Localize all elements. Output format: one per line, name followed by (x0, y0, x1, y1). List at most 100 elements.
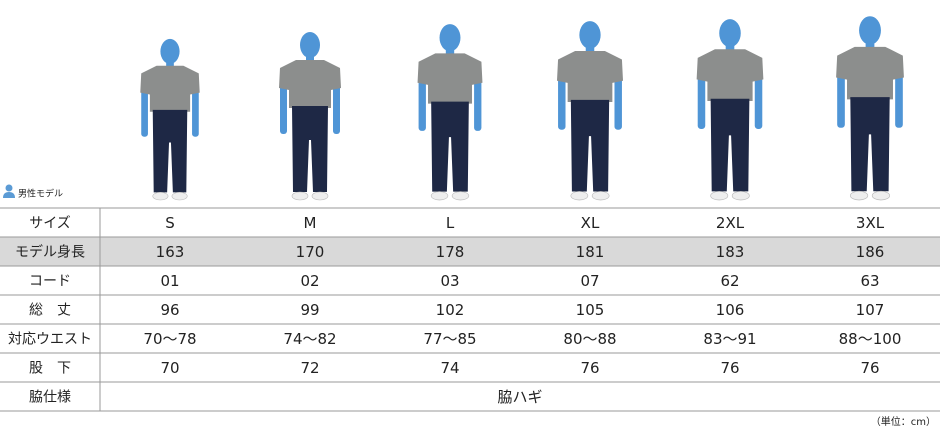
icon-body (3, 192, 15, 198)
row-label: 脇仕様 (29, 390, 71, 406)
cell: 170 (296, 243, 325, 261)
shirt (417, 53, 483, 104)
row-label: モデル身長 (15, 244, 85, 261)
model-figure (836, 16, 904, 201)
legend-icon (3, 184, 15, 198)
arm (558, 74, 566, 130)
shoe (311, 191, 329, 201)
cell: 186 (856, 243, 885, 261)
cell: 01 (160, 272, 179, 290)
cell: 70 (160, 359, 179, 377)
cell: 76 (580, 359, 599, 377)
shirt (279, 60, 341, 108)
shirt (140, 65, 200, 112)
neck (445, 48, 455, 57)
cell: 88〜100 (839, 330, 902, 348)
row-label: 股 下 (29, 361, 71, 377)
head (439, 24, 461, 52)
shoe (291, 191, 309, 201)
cell: 183 (716, 243, 745, 261)
cell: 83〜91 (703, 330, 756, 348)
pants (710, 98, 750, 192)
cell: 63 (860, 272, 879, 290)
arm (333, 82, 340, 134)
model-figure (417, 24, 483, 201)
cell: 77〜85 (423, 330, 476, 348)
neck (725, 43, 735, 53)
cell: XL (581, 214, 600, 232)
unit-note: （単位：cm） (871, 415, 936, 428)
shoe (430, 191, 449, 201)
pants (292, 106, 328, 192)
cell: 3XL (856, 214, 885, 232)
shoe (871, 190, 891, 201)
model-figure (696, 19, 764, 201)
cell: M (304, 214, 317, 232)
shoe (849, 190, 869, 201)
shoe (731, 191, 750, 201)
shirt (836, 46, 904, 100)
arm (697, 72, 706, 129)
cell: 脇ハギ (497, 388, 542, 406)
shoe (171, 192, 188, 201)
cell: 106 (716, 301, 745, 319)
shoe (451, 191, 470, 201)
arm (141, 86, 148, 137)
model-figure (556, 21, 624, 201)
cell: 107 (856, 301, 885, 319)
cell: 76 (720, 359, 739, 377)
cell: 99 (300, 301, 319, 319)
neck (306, 55, 314, 63)
shirt (696, 49, 764, 101)
icon-head (5, 184, 13, 192)
cell: L (446, 214, 455, 232)
arm (614, 74, 622, 130)
cell: 02 (300, 272, 319, 290)
cell: 2XL (716, 214, 745, 232)
cell: 163 (156, 243, 185, 261)
cell: 07 (580, 272, 599, 290)
cell: 96 (160, 301, 179, 319)
shoe (570, 191, 589, 201)
cell: 178 (436, 243, 465, 261)
legend-label: 男性モデル (18, 188, 63, 200)
row-label: 総 丈 (29, 303, 71, 319)
cell: S (165, 214, 175, 232)
arm (754, 72, 763, 129)
shoe (710, 191, 729, 201)
row-highlight (0, 237, 940, 266)
neck (865, 41, 875, 51)
shirt (556, 50, 624, 103)
cell: 03 (440, 272, 459, 290)
shoe (152, 192, 169, 201)
cell: 76 (860, 359, 879, 377)
arm (837, 70, 845, 128)
pants (431, 101, 469, 192)
head (719, 19, 741, 48)
cell: 102 (436, 301, 465, 319)
row-label: コード (29, 274, 71, 290)
shoe (591, 191, 610, 201)
arm (474, 76, 482, 131)
pants (570, 99, 610, 192)
model-figure (279, 32, 341, 201)
neck (166, 60, 174, 69)
cell: 80〜88 (563, 330, 616, 348)
cell: 74 (440, 359, 459, 377)
head (579, 21, 601, 49)
head (859, 16, 881, 45)
cell: 74〜82 (283, 330, 336, 348)
model-figure (140, 38, 200, 201)
arm (418, 76, 426, 131)
head (160, 38, 180, 64)
cell: 105 (576, 301, 605, 319)
row-label: 対応ウエスト (8, 332, 92, 348)
arm (192, 86, 199, 137)
cell: 181 (576, 243, 605, 261)
arm (280, 82, 287, 134)
row-label: サイズ (29, 216, 71, 232)
cell: 72 (300, 359, 319, 377)
head (300, 32, 320, 58)
arm (895, 70, 903, 128)
